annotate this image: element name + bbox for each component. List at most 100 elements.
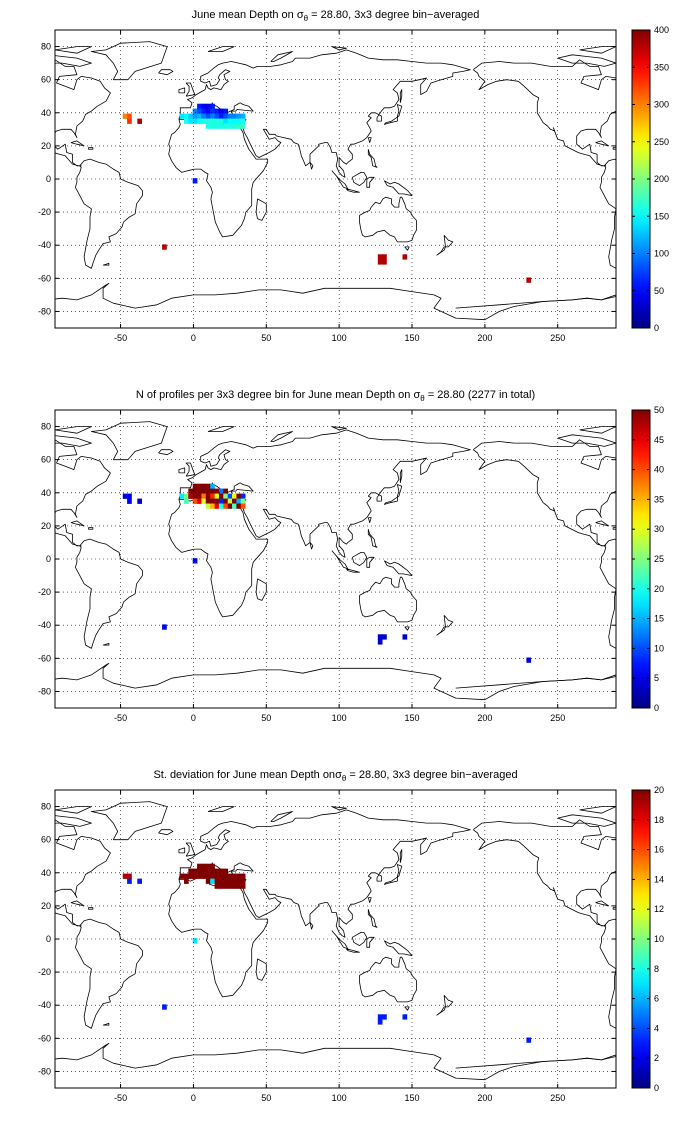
coastline bbox=[168, 497, 269, 618]
coastline bbox=[178, 87, 186, 94]
data-cell bbox=[377, 259, 383, 265]
coastline bbox=[436, 615, 454, 636]
coastline bbox=[612, 147, 616, 150]
y-tick-label: 40 bbox=[41, 868, 51, 878]
gridlines bbox=[55, 410, 616, 708]
colorbar-tick-label: 15 bbox=[654, 614, 664, 624]
coastline bbox=[346, 188, 360, 193]
data-cell bbox=[214, 498, 220, 504]
data-cell bbox=[240, 113, 246, 119]
colorbar-tick-label: 20 bbox=[654, 785, 664, 795]
y-tick-label: -60 bbox=[38, 1033, 51, 1043]
data-cell bbox=[188, 493, 193, 499]
coastline bbox=[55, 815, 92, 827]
y-tick-label: -20 bbox=[38, 207, 51, 217]
x-tick-label: 250 bbox=[550, 1093, 565, 1103]
y-tick-label: -80 bbox=[38, 686, 51, 696]
data-cell bbox=[218, 878, 224, 884]
coastline bbox=[158, 449, 174, 456]
data-cell bbox=[377, 1019, 383, 1025]
coastline bbox=[207, 46, 235, 52]
coastline bbox=[207, 806, 235, 812]
coastline bbox=[255, 578, 267, 601]
data-cell bbox=[223, 493, 228, 499]
data-cell bbox=[240, 493, 246, 499]
data-cell bbox=[240, 878, 246, 884]
x-tick-label: 200 bbox=[477, 1093, 492, 1103]
colorbar-tick-label: 0 bbox=[654, 703, 659, 713]
coastline bbox=[158, 829, 174, 836]
x-tick-label: 100 bbox=[332, 333, 347, 343]
data-cell bbox=[188, 113, 193, 119]
data-cell bbox=[232, 493, 237, 499]
data-cell bbox=[240, 123, 246, 129]
colorbar-tick-label: 150 bbox=[654, 211, 669, 221]
x-tick-label: 0 bbox=[191, 713, 196, 723]
colorbar-tick-label: 50 bbox=[654, 286, 664, 296]
coastline bbox=[55, 806, 92, 814]
data-cell bbox=[197, 488, 202, 494]
coastline bbox=[599, 158, 616, 269]
data-cell bbox=[236, 878, 242, 884]
coastline bbox=[595, 900, 610, 907]
coastline bbox=[102, 263, 110, 266]
coastline bbox=[55, 282, 616, 321]
colorbar-tick-label: 12 bbox=[654, 904, 664, 914]
coastline bbox=[557, 54, 616, 67]
colorbar-tick-label: 100 bbox=[654, 249, 669, 259]
colorbar-tick-label: 10 bbox=[654, 934, 664, 944]
colorbar-tick-label: 350 bbox=[654, 62, 669, 72]
y-tick-label: 60 bbox=[41, 455, 51, 465]
panel-title: St. deviation for June mean Depth onσθ =… bbox=[153, 769, 517, 783]
data-cell bbox=[201, 483, 207, 489]
data-cell bbox=[122, 493, 128, 499]
map-panel-std-deviation: St. deviation for June mean Depth onσθ =… bbox=[0, 760, 696, 1140]
data-cell bbox=[205, 483, 211, 489]
data-cell bbox=[240, 118, 246, 124]
data-cell bbox=[223, 108, 228, 114]
coastline bbox=[472, 819, 616, 927]
colorbar-tick-label: 16 bbox=[654, 845, 664, 855]
data-cell bbox=[127, 498, 132, 504]
colorbar-tick-label: 25 bbox=[654, 554, 664, 564]
data-cell bbox=[197, 868, 202, 874]
std-deviation-map: St. deviation for June mean Depth onσθ =… bbox=[38, 769, 664, 1103]
gridlines bbox=[55, 790, 616, 1088]
coastline bbox=[612, 907, 616, 910]
x-tick-label: 150 bbox=[404, 333, 419, 343]
data-cell bbox=[232, 878, 237, 884]
data-cell bbox=[214, 878, 220, 884]
title-suffix: = 28.80 (2277 in total) bbox=[425, 389, 535, 401]
data-cell bbox=[223, 118, 228, 124]
coastline bbox=[383, 180, 413, 196]
data-cell bbox=[240, 503, 246, 509]
colorbar-tick-label: 300 bbox=[654, 100, 669, 110]
data-cell bbox=[210, 483, 215, 489]
x-tick-label: 250 bbox=[550, 333, 565, 343]
coastline bbox=[367, 909, 378, 928]
data-cell bbox=[205, 868, 211, 874]
data-cell bbox=[526, 277, 532, 283]
data-cell bbox=[227, 883, 233, 889]
coastline bbox=[178, 429, 471, 558]
data-cell bbox=[402, 1014, 408, 1020]
data-cell bbox=[227, 498, 233, 504]
data-cell bbox=[192, 118, 198, 124]
coastline bbox=[178, 49, 471, 178]
x-tick-label: 100 bbox=[332, 1093, 347, 1103]
data-cell bbox=[223, 873, 228, 879]
coastline bbox=[102, 643, 110, 646]
data-cell bbox=[188, 868, 193, 874]
data-cell bbox=[240, 498, 246, 504]
data-cell bbox=[192, 558, 198, 564]
data-cell bbox=[526, 1037, 532, 1043]
coastline bbox=[331, 806, 347, 811]
data-cell bbox=[214, 883, 220, 889]
coastlines bbox=[55, 41, 616, 321]
data-cell bbox=[236, 498, 242, 504]
data-cell bbox=[210, 868, 215, 874]
data-cell bbox=[236, 883, 242, 889]
coastline bbox=[579, 806, 616, 814]
coastline bbox=[331, 426, 347, 431]
coastline bbox=[55, 46, 92, 54]
